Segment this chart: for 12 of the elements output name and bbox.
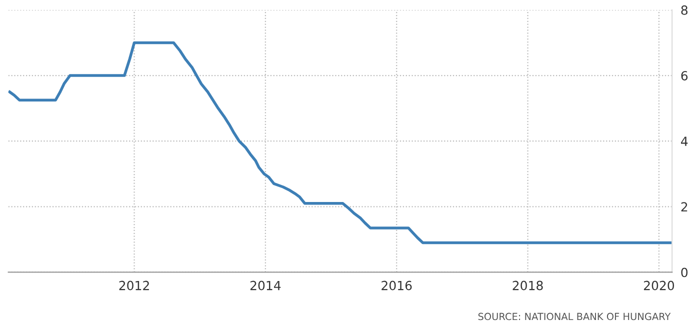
x-tick-label: 2018 bbox=[512, 280, 543, 290]
line-series bbox=[8, 41, 672, 244]
source-note: SOURCE: NATIONAL BANK OF HUNGARY bbox=[478, 312, 671, 320]
y-tick-label: 8 bbox=[681, 5, 688, 15]
x-tick-label: 2012 bbox=[119, 280, 149, 290]
x-tick-label: 2016 bbox=[382, 280, 412, 290]
y-tick-label: 0 bbox=[681, 268, 688, 278]
y-tick-label: 2 bbox=[681, 202, 688, 212]
x-tick-label: 2014 bbox=[250, 280, 281, 290]
y-tick-label: 4 bbox=[681, 136, 688, 146]
x-tick-label: 2020 bbox=[644, 280, 674, 290]
y-tick-label: 6 bbox=[681, 71, 688, 80]
